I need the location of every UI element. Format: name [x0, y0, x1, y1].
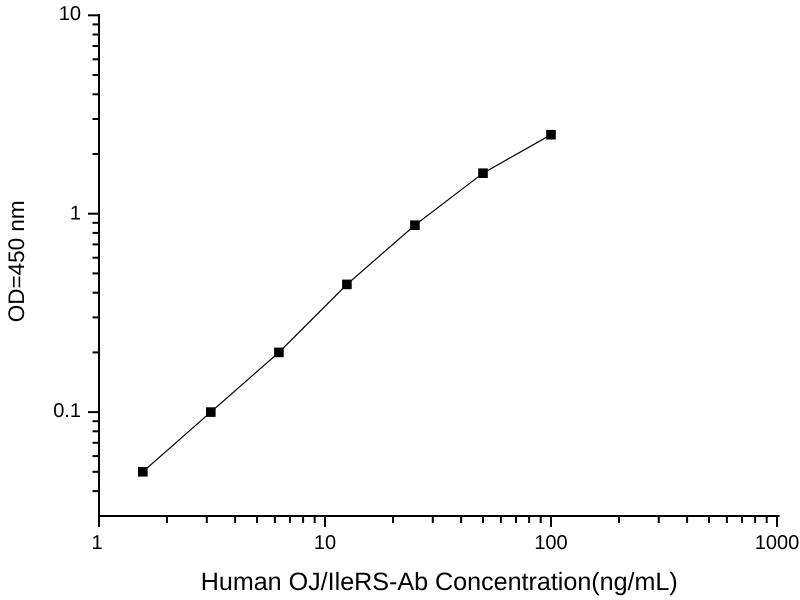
- svg-text:10: 10: [314, 532, 336, 554]
- svg-text:OD=450 nm: OD=450 nm: [4, 200, 29, 322]
- svg-text:0.1: 0.1: [53, 400, 81, 422]
- svg-text:Human OJ/IleRS-Ab Concentratio: Human OJ/IleRS-Ab Concentration(ng/mL): [201, 568, 678, 596]
- svg-text:1: 1: [91, 532, 102, 554]
- svg-text:100: 100: [534, 532, 567, 554]
- svg-text:1000: 1000: [755, 532, 800, 554]
- svg-text:10: 10: [59, 3, 81, 25]
- svg-text:1: 1: [70, 203, 81, 225]
